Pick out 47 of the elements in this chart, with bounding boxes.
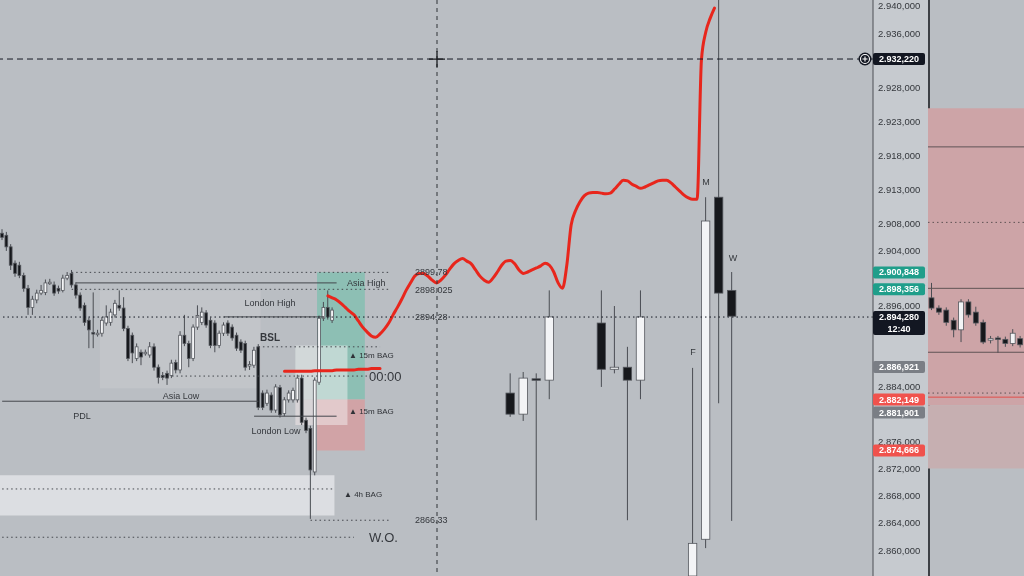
candlestick	[100, 316, 104, 338]
candlestick	[139, 349, 143, 366]
text: 2.882,149	[878, 394, 920, 405]
y-tick-label: 2.860,000	[878, 544, 921, 556]
ref-line-label: 2.894,280 12:40	[878, 312, 920, 335]
line-series	[326, 6, 716, 339]
text: 2.898,356	[878, 284, 920, 295]
text: 2.900,848	[878, 267, 920, 278]
annotation: Asia Low	[162, 391, 200, 402]
annotation: 2866.33	[415, 515, 448, 525]
band-label: ▲ 15m BAG	[349, 407, 394, 417]
y-tick-label: 2.904,000	[878, 245, 921, 257]
candlestick	[273, 383, 278, 414]
band-label: ▲ 4h BAG	[344, 489, 383, 499]
annotation: London Low	[251, 426, 302, 437]
y-tick-label: 2.940,000	[878, 0, 921, 12]
annotation: BSL	[260, 332, 280, 344]
annotation: London High	[244, 297, 296, 308]
annotation: 00:00	[369, 368, 402, 384]
y-tick-label: 2.908,000	[878, 218, 921, 230]
y-tick-label: 2.896,000	[878, 299, 921, 311]
annotation: M	[702, 177, 710, 188]
annotation: W.O.	[369, 529, 398, 545]
y-tick-label: 2.918,000	[878, 150, 921, 162]
band-label: ▲ 15m BAG	[349, 350, 394, 360]
annotation: 2898.025	[415, 285, 453, 295]
y-tick-label: 2.884,000	[878, 381, 921, 393]
annotation: W	[728, 253, 738, 264]
annotation: 2899.78	[415, 267, 448, 278]
y-tick-label: 2.864,000	[878, 517, 921, 529]
y-tick-label: 2.913,000	[878, 184, 921, 196]
annotation: Asia High	[347, 277, 386, 288]
y-tick-label: 2.936,000	[878, 27, 921, 39]
y-tick-label: 2.876,000	[878, 435, 921, 447]
annotation: PDL	[73, 411, 91, 422]
text: 2.886,921	[878, 362, 920, 373]
ref-line-label: 2.932,220	[878, 54, 920, 65]
y-tick-label: 2.923,000	[878, 116, 921, 128]
y-tick-label: 2.868,000	[878, 490, 921, 502]
y-tick-label: 2.928,000	[878, 82, 921, 94]
y-tick-label: 2.872,000	[878, 462, 921, 474]
text: 2.881,901	[878, 407, 920, 418]
annotation: F	[690, 346, 697, 357]
candlestick	[243, 340, 248, 372]
annotation: 2894.28	[415, 312, 448, 323]
candlestick	[130, 332, 135, 364]
text: 2.874,666	[878, 445, 920, 456]
